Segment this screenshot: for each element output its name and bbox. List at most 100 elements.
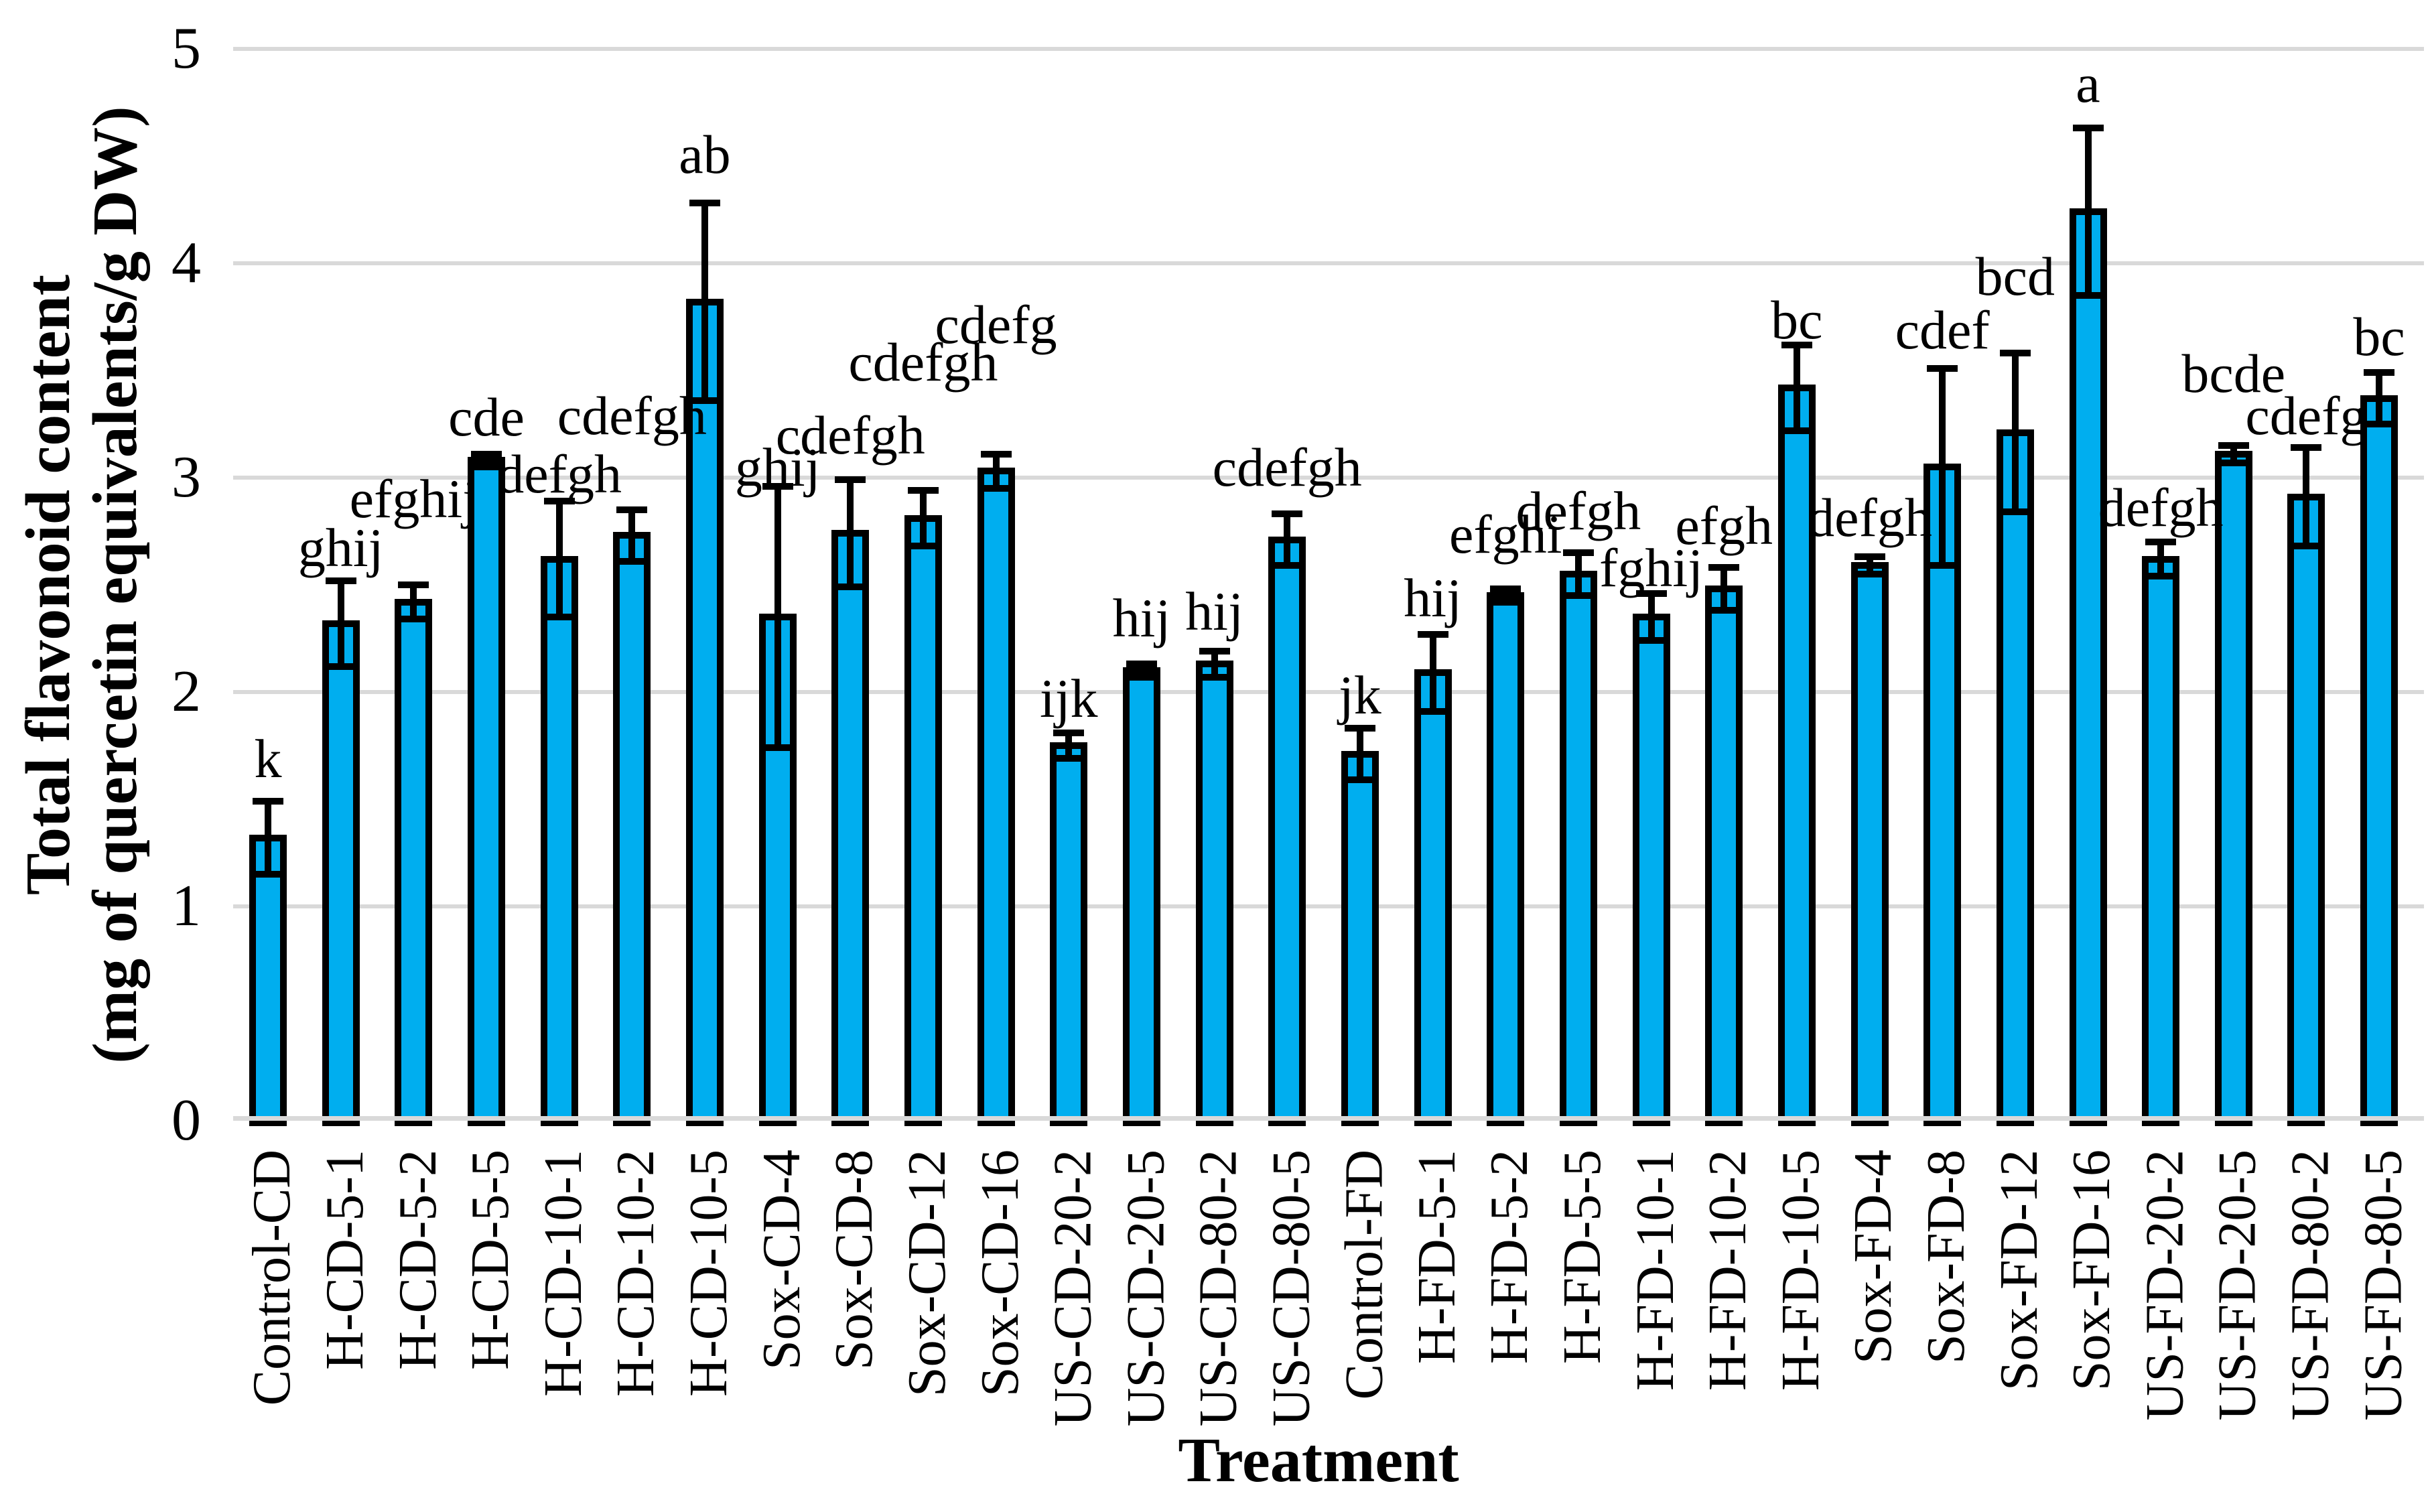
significance-letter: cdef bbox=[1895, 299, 1990, 360]
x-tick-label: H-FD-5-5 bbox=[1552, 1150, 1612, 1364]
bar bbox=[1122, 667, 1160, 1126]
error-bar-cap-bottom bbox=[1053, 755, 1085, 762]
error-bar-cap-top bbox=[2291, 444, 2322, 452]
error-bar-line bbox=[555, 501, 563, 617]
error-bar-cap-bottom bbox=[762, 744, 793, 752]
bar bbox=[467, 457, 505, 1126]
error-bar-cap-bottom bbox=[1854, 571, 1885, 577]
error-bar-line bbox=[265, 801, 271, 874]
error-bar-cap-bottom bbox=[2291, 543, 2322, 550]
error-bar-cap-top bbox=[1272, 510, 1303, 518]
error-bar-cap-top bbox=[762, 482, 793, 490]
error-bar-cap-top bbox=[1999, 350, 2031, 357]
x-tick-label: US-FD-20-5 bbox=[2208, 1150, 2267, 1421]
bar bbox=[540, 555, 578, 1126]
error-bar-cap-top bbox=[980, 450, 1012, 458]
error-bar-cap-bottom bbox=[1199, 673, 1230, 681]
x-tick-label: Sox-CD-4 bbox=[752, 1150, 811, 1370]
error-bar-line bbox=[1939, 368, 1946, 566]
bar bbox=[2360, 395, 2399, 1126]
significance-letter: cdefg bbox=[2245, 385, 2368, 446]
bar bbox=[1705, 586, 1743, 1126]
error-bar-cap-top bbox=[1927, 364, 1958, 372]
significance-letter: fghij bbox=[1599, 537, 1703, 598]
x-tick-label: H-CD-10-5 bbox=[679, 1150, 738, 1397]
bar bbox=[2214, 450, 2252, 1126]
bar bbox=[1923, 464, 1962, 1126]
x-axis-title: Treatment bbox=[1178, 1426, 1459, 1495]
error-bar-cap-bottom bbox=[470, 464, 502, 470]
x-tick-label: US-CD-80-5 bbox=[1262, 1150, 1321, 1427]
error-bar-cap-top bbox=[1781, 341, 1812, 348]
significance-letter: k bbox=[254, 728, 282, 789]
significance-letter: cdefgh bbox=[1212, 437, 1362, 498]
significance-letter: cdefgh bbox=[848, 332, 998, 393]
error-bar-cap-top bbox=[1562, 549, 1594, 556]
error-bar-line bbox=[774, 486, 781, 748]
significance-letter: efghij bbox=[349, 468, 478, 529]
error-bar-line bbox=[1574, 553, 1582, 596]
bar bbox=[1996, 429, 2034, 1126]
x-tick-label: Sox-FD-12 bbox=[1989, 1150, 2049, 1391]
error-bar-cap-top bbox=[2364, 369, 2395, 376]
error-bar-cap-top bbox=[1344, 725, 1375, 732]
gridline bbox=[233, 690, 2424, 694]
error-bar-cap-bottom bbox=[1999, 508, 2031, 516]
error-bar-cap-top bbox=[543, 498, 575, 505]
error-bar-line bbox=[2157, 542, 2165, 577]
error-bar-cap-bottom bbox=[1708, 607, 1740, 614]
bar bbox=[322, 620, 360, 1126]
error-bar-cap-top bbox=[1126, 661, 1157, 668]
error-bar-cap-bottom bbox=[616, 557, 648, 565]
gridline bbox=[233, 476, 2424, 480]
y-tick-label: 0 bbox=[172, 1088, 201, 1153]
error-bar-cap-top bbox=[835, 476, 866, 484]
significance-letter: hij bbox=[1404, 567, 1462, 628]
significance-letter: cde bbox=[448, 387, 525, 448]
significance-letter: bcde bbox=[2181, 343, 2286, 404]
error-bar-cap-top bbox=[470, 450, 502, 458]
significance-letter: defgh bbox=[2098, 477, 2224, 538]
significance-letter: ijk bbox=[1039, 668, 1098, 729]
error-bar-line bbox=[992, 454, 1000, 488]
x-tick-label: US-CD-20-5 bbox=[1116, 1150, 1175, 1427]
significance-letter: cdefg bbox=[935, 294, 1057, 355]
significance-letter: ghij bbox=[297, 517, 384, 578]
error-bar-cap-top bbox=[1635, 590, 1667, 597]
error-bar-cap-top bbox=[1490, 586, 1522, 593]
error-bar-cap-bottom bbox=[907, 543, 939, 550]
error-bar-line bbox=[2230, 445, 2237, 463]
gridline bbox=[233, 47, 2424, 51]
significance-letter: bc bbox=[1771, 289, 1823, 350]
x-tick-label: Sox-FD-8 bbox=[1917, 1150, 1976, 1365]
error-bar-cap-bottom bbox=[2072, 292, 2104, 299]
significance-letter: bc bbox=[2353, 306, 2405, 367]
bar bbox=[1559, 571, 1597, 1126]
bar bbox=[1414, 669, 1452, 1126]
significance-letter: ghij bbox=[734, 437, 821, 498]
x-tick-label: H-CD-5-1 bbox=[315, 1150, 375, 1370]
error-bar-line bbox=[1065, 732, 1073, 759]
x-tick-label: Sox-CD-12 bbox=[897, 1150, 957, 1397]
x-tick-label: Sox-CD-8 bbox=[825, 1150, 884, 1370]
x-axis-line bbox=[233, 1116, 2424, 1121]
significance-letter: defgh bbox=[496, 443, 622, 504]
error-bar-cap-bottom bbox=[689, 397, 720, 404]
x-tick-label: US-FD-80-2 bbox=[2281, 1150, 2340, 1421]
y-tick-label: 1 bbox=[172, 874, 201, 939]
error-bar-cap-top bbox=[325, 577, 356, 584]
bar bbox=[1487, 592, 1525, 1126]
error-bar-cap-bottom bbox=[253, 871, 283, 878]
bar bbox=[2142, 555, 2180, 1126]
error-bar-cap-top bbox=[1708, 564, 1740, 571]
significance-letter: hij bbox=[1185, 581, 1243, 642]
bar bbox=[2287, 493, 2325, 1126]
error-bar-cap-bottom bbox=[2218, 459, 2249, 466]
y-tick-label: 4 bbox=[172, 230, 201, 295]
error-bar-line bbox=[2376, 372, 2383, 424]
error-bar-cap-bottom bbox=[2145, 573, 2177, 580]
error-bar-cap-bottom bbox=[1781, 427, 1812, 434]
bar bbox=[904, 514, 942, 1126]
error-bar-cap-top bbox=[2145, 539, 2177, 545]
